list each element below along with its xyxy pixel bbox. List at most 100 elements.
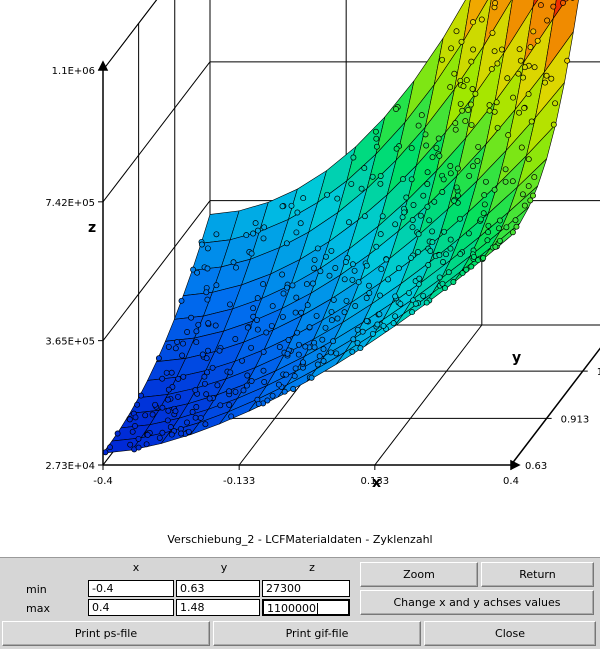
data-point (227, 402, 232, 407)
row-label-min: min (26, 583, 47, 596)
max-x-field[interactable]: 0.4 (88, 599, 174, 616)
data-point (300, 360, 305, 365)
data-point (424, 300, 429, 305)
data-point (229, 414, 234, 419)
data-point (195, 270, 200, 275)
chart-title: Verschiebung_2 - LCFMaterialdaten - Zykl… (0, 533, 600, 546)
data-point (294, 230, 299, 235)
data-point (440, 57, 445, 62)
data-point (143, 413, 148, 418)
z-tick-label: 2.73E+04 (45, 461, 95, 472)
data-point (270, 393, 275, 398)
data-point (205, 348, 210, 353)
data-point (184, 420, 189, 425)
data-point (314, 313, 319, 318)
max-z-field[interactable]: 1100000 (262, 599, 350, 616)
data-point (544, 73, 549, 78)
data-point (323, 254, 328, 259)
data-point (440, 189, 445, 194)
data-point (144, 442, 149, 447)
data-point (244, 233, 249, 238)
min-x-field[interactable]: -0.4 (88, 580, 174, 597)
data-point (416, 123, 421, 128)
z-tick-label: 3.65E+05 (45, 337, 95, 348)
data-point (370, 174, 375, 179)
data-point (115, 431, 120, 436)
x-axis-label: x (372, 475, 381, 491)
data-point (374, 144, 379, 149)
data-point (442, 229, 447, 234)
data-point (327, 273, 332, 278)
data-point (506, 133, 511, 138)
print-gif-button[interactable]: Print gif-file (213, 621, 421, 646)
data-point (469, 122, 474, 127)
data-point (160, 376, 165, 381)
data-point (350, 349, 355, 354)
data-point (179, 431, 184, 436)
data-point (497, 218, 502, 223)
data-point (490, 30, 495, 35)
data-point (402, 210, 407, 215)
min-z-field[interactable]: 27300 (262, 580, 350, 597)
data-point (333, 265, 338, 270)
data-point (296, 352, 301, 357)
data-point (377, 293, 382, 298)
data-point (318, 269, 323, 274)
max-y-field[interactable]: 1.48 (176, 599, 260, 616)
close-button[interactable]: Close (424, 621, 596, 646)
data-point (299, 310, 304, 315)
data-point (303, 344, 308, 349)
data-point (386, 277, 391, 282)
data-point (425, 170, 430, 175)
change-axes-button[interactable]: Change x and y achses values (360, 590, 594, 615)
data-point (175, 339, 180, 344)
max-z-value: 1100000 (267, 602, 316, 615)
print-ps-button[interactable]: Print ps-file (2, 621, 210, 646)
data-point (458, 252, 463, 257)
data-point (217, 348, 222, 353)
data-point (551, 122, 556, 127)
data-point (321, 347, 326, 352)
data-point (307, 325, 312, 330)
data-point (227, 302, 232, 307)
data-point (281, 291, 286, 296)
data-point (329, 309, 334, 314)
data-point (398, 301, 403, 306)
data-point (289, 203, 294, 208)
data-point (494, 100, 499, 105)
data-point (353, 303, 358, 308)
data-point (487, 108, 492, 113)
min-y-field[interactable]: 0.63 (176, 580, 260, 597)
data-point (510, 179, 515, 184)
return-button[interactable]: Return (481, 562, 594, 587)
data-point (419, 113, 424, 118)
data-point (205, 266, 210, 271)
data-point (164, 370, 169, 375)
data-point (378, 181, 383, 186)
col-header-z: z (302, 561, 322, 574)
data-point (342, 277, 347, 282)
data-point (355, 327, 360, 332)
data-point (226, 389, 231, 394)
data-point (482, 202, 487, 207)
data-point (200, 352, 205, 357)
data-point (393, 222, 398, 227)
data-point (261, 368, 266, 373)
data-point (374, 244, 379, 249)
data-point (321, 359, 326, 364)
data-point (173, 346, 178, 351)
zoom-button[interactable]: Zoom (360, 562, 478, 587)
data-point (377, 312, 382, 317)
data-point (551, 4, 556, 9)
data-point (466, 107, 471, 112)
data-point (315, 246, 320, 251)
data-point (499, 47, 504, 52)
data-point (421, 193, 426, 198)
data-point (437, 253, 442, 258)
data-point (315, 362, 320, 367)
data-point (428, 248, 433, 253)
data-point (264, 330, 269, 335)
data-point (207, 396, 212, 401)
data-point (335, 196, 340, 201)
data-point (510, 95, 515, 100)
